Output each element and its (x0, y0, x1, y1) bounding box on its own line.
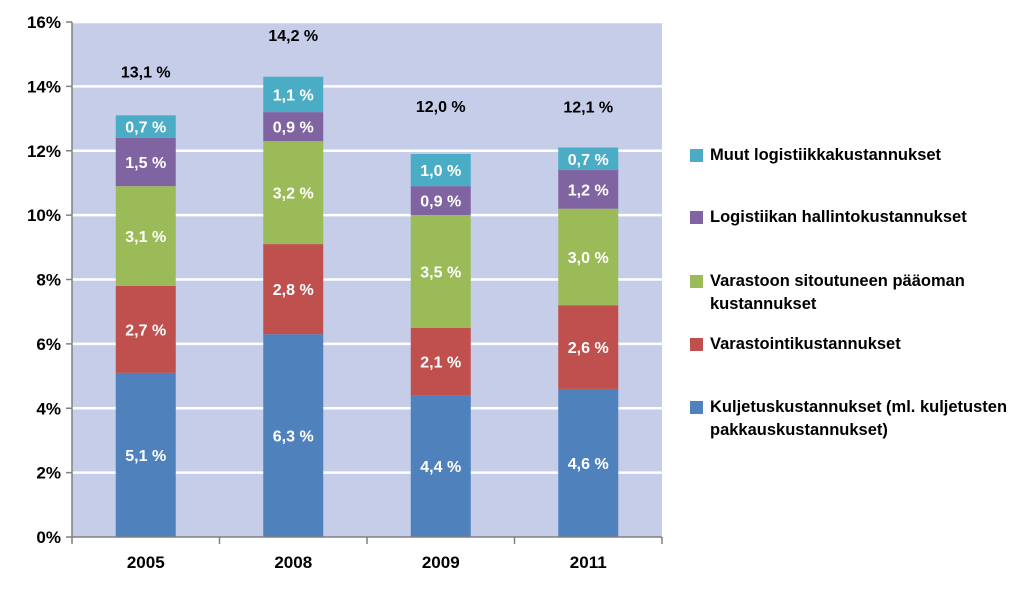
bar-segment (410, 395, 471, 537)
data-label: 1,1 % (273, 87, 314, 104)
data-label: 0,7 % (125, 120, 166, 137)
bar-segment (115, 115, 176, 138)
y-tick-label: 6% (36, 335, 61, 354)
x-tick-label: 2005 (127, 553, 165, 572)
x-tick-label: 2009 (422, 553, 460, 572)
data-label: 6,3 % (273, 429, 314, 446)
bar-segment (558, 147, 619, 171)
legend-label: Muut logistiikkakustannukset (710, 146, 942, 164)
y-tick-label: 0% (36, 528, 61, 547)
bar-segment (115, 186, 176, 286)
x-tick-label: 2011 (570, 553, 607, 572)
total-label: 12,1 % (563, 100, 613, 117)
bar-segment (410, 327, 471, 396)
data-label: 1,5 % (125, 155, 166, 172)
bar-segment (558, 305, 619, 389)
bar-segment (115, 372, 176, 537)
x-tick-label: 2008 (274, 553, 312, 572)
data-label: 3,5 % (420, 264, 461, 281)
y-tick-label: 14% (27, 77, 61, 96)
data-label: 3,0 % (568, 250, 609, 267)
bar-segment (558, 388, 619, 537)
legend-label: Kuljetuskustannukset (ml. kuljetusten pa… (710, 398, 1008, 439)
y-tick-label: 4% (36, 399, 61, 418)
data-label: 3,1 % (125, 229, 166, 246)
total-label: 14,2 % (268, 28, 318, 45)
data-label: 1,0 % (420, 163, 461, 180)
bar-segment (558, 170, 619, 209)
total-label: 13,1 % (121, 64, 171, 81)
bar-segment (410, 153, 471, 187)
data-label: 4,6 % (568, 456, 609, 473)
bar-segment (263, 141, 324, 245)
legend-swatch (690, 401, 703, 414)
bar-segment (263, 244, 324, 335)
bar-segment (410, 186, 471, 216)
data-label: 1,2 % (568, 182, 609, 199)
y-tick-label: 8% (36, 271, 61, 290)
data-label: 2,1 % (420, 355, 461, 372)
data-label: 3,2 % (273, 186, 314, 203)
legend-swatch (690, 149, 703, 162)
data-label: 2,6 % (568, 340, 609, 357)
data-label: 2,7 % (125, 322, 166, 339)
data-label: 0,7 % (568, 152, 609, 169)
bar-segment (115, 137, 176, 187)
bar-segment (558, 208, 619, 306)
y-tick-label: 16% (27, 13, 61, 32)
legend-item-muut: Muut logistiikkakustannukset (690, 144, 1020, 167)
data-label: 2,8 % (273, 282, 314, 299)
legend-label: Logistiikan hallintokustannukset (710, 208, 967, 226)
bar-segment (410, 215, 471, 328)
legend-item-paaoma: Varastoon sitoutuneen pääoman kustannuks… (690, 270, 1020, 316)
bar-segment (263, 112, 324, 142)
data-label: 0,9 % (420, 194, 461, 211)
legend-swatch (690, 211, 703, 224)
data-label: 4,4 % (420, 459, 461, 476)
y-tick-label: 10% (27, 206, 61, 225)
legend-label: Varastointikustannukset (710, 335, 901, 353)
bar-segment (263, 76, 324, 113)
legend-swatch (690, 338, 703, 351)
data-label: 0,9 % (273, 120, 314, 137)
y-tick-label: 2% (36, 464, 61, 483)
bar-segment (115, 285, 176, 373)
data-label: 5,1 % (125, 448, 166, 465)
bar-segment (263, 334, 324, 537)
legend-label: Varastoon sitoutuneen pääoman kustannuks… (710, 272, 965, 313)
y-tick-label: 12% (27, 142, 61, 161)
legend-swatch (690, 275, 703, 288)
total-label: 12,0 % (416, 99, 466, 116)
legend-item-hallinto: Logistiikan hallintokustannukset (690, 206, 1020, 229)
legend-item-kuljetus: Kuljetuskustannukset (ml. kuljetusten pa… (690, 396, 1020, 442)
legend-item-varastointi: Varastointikustannukset (690, 333, 1020, 356)
